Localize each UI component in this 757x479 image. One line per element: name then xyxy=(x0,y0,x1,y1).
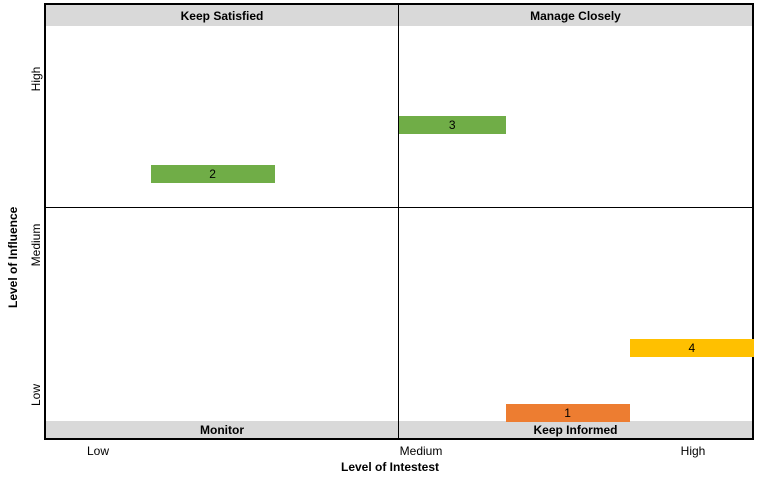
x-tick-medium: Medium xyxy=(399,444,443,458)
y-tick-medium: Medium xyxy=(29,223,43,267)
y-tick-low: Low xyxy=(29,384,43,407)
stakeholder-bar-4: 4 xyxy=(629,338,754,357)
top-band xyxy=(46,5,752,26)
bottom-band xyxy=(46,421,752,438)
y-axis-title: Level of Influence xyxy=(6,206,20,308)
x-tick-low: Low xyxy=(86,444,109,458)
horizontal-divider xyxy=(44,207,754,208)
quadrant-label-keep-informed: Keep Informed xyxy=(533,423,618,437)
plot-area xyxy=(44,3,754,440)
stakeholder-bar-1: 1 xyxy=(505,404,630,423)
quadrant-label-keep-satisfied: Keep Satisfied xyxy=(180,9,264,23)
quadrant-label-manage-closely: Manage Closely xyxy=(530,9,621,23)
y-tick-high: High xyxy=(29,66,43,92)
x-tick-high: High xyxy=(680,444,706,458)
stakeholder-bar-3: 3 xyxy=(399,115,506,134)
stakeholder-bar-2: 2 xyxy=(150,165,275,184)
quadrant-label-monitor: Monitor xyxy=(200,423,244,437)
vertical-divider xyxy=(398,3,399,440)
x-axis-title: Level of Intestest xyxy=(340,460,440,474)
